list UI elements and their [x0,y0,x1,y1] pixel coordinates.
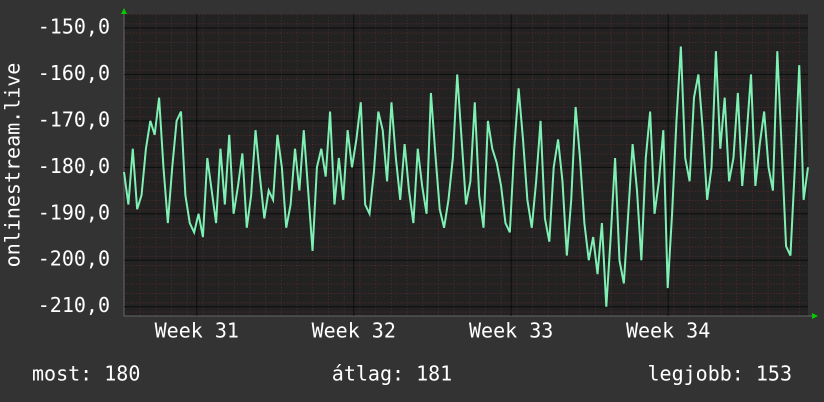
x-tick-label: Week 34 [626,319,710,343]
x-tick-label: Week 31 [155,319,239,343]
y-tick-label: -210,0 [38,293,110,317]
x-arrow [812,313,818,319]
footer-average: átlag: 181 [332,362,452,386]
y-axis-label: onlinestream.live [1,63,25,268]
data-line [123,46,809,307]
y-tick-label: -150,0 [38,14,110,38]
x-tick-label: Week 32 [312,319,396,343]
y-tick-label: -200,0 [38,247,110,271]
y-tick-label: -160,0 [38,61,110,85]
y-arrow [121,8,127,14]
y-tick-label: -190,0 [38,200,110,224]
footer-max: legjobb: 153 [648,362,793,386]
minor-grid [124,14,808,316]
y-tick-label: -170,0 [38,107,110,131]
y-tick-label: -180,0 [38,154,110,178]
x-tick-label: Week 33 [469,319,553,343]
footer-current: most: 180 [32,362,140,386]
